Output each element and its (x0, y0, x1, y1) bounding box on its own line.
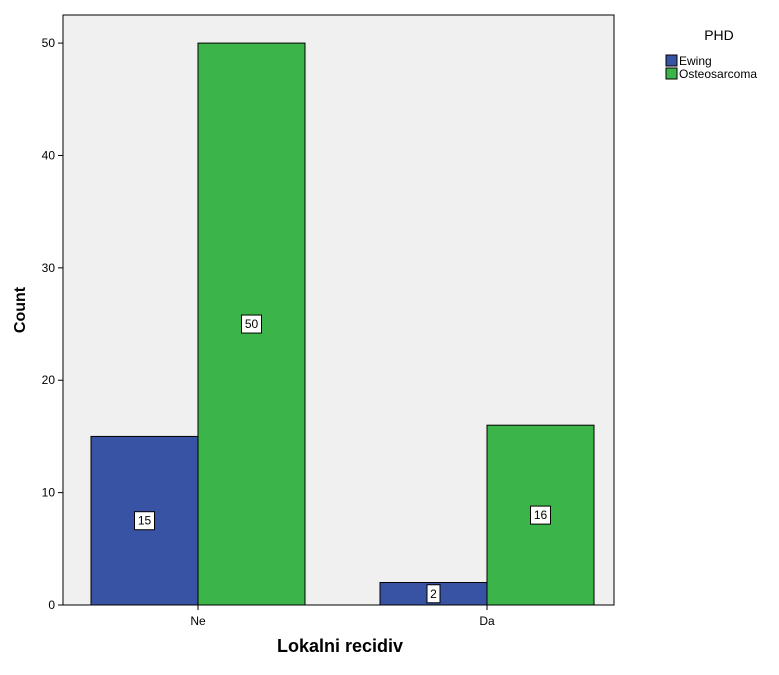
y-axis: 0 10 20 30 40 50 (42, 36, 63, 612)
data-label-ewing-ne: 15 (138, 514, 152, 528)
legend-swatch-osteosarcoma (665, 67, 678, 80)
data-labels-layer: 15 2 50 16 (134, 314, 551, 604)
x-axis-title: Lokalni recidiv (277, 636, 403, 656)
data-label-osteosarcoma-ne: 50 (245, 317, 259, 331)
y-tick-label: 50 (42, 36, 56, 50)
data-label-ewing-da: 2 (430, 587, 437, 601)
data-label-box (530, 505, 551, 525)
data-label-box (241, 314, 262, 334)
y-tick-label: 30 (42, 261, 56, 275)
legend-swatch-ewing (665, 54, 678, 67)
data-label-box (134, 511, 155, 531)
x-tick-label: Da (479, 614, 495, 628)
legend-label-ewing: Ewing (679, 54, 712, 68)
y-tick-label: 40 (42, 148, 56, 162)
y-tick-label: 10 (42, 486, 56, 500)
data-label-osteosarcoma-da: 16 (534, 508, 548, 522)
data-label-box (426, 584, 441, 604)
legend-label-osteosarcoma: Osteosarcoma (679, 67, 757, 81)
y-tick-label: 0 (48, 598, 55, 612)
legend-title: PHD (704, 27, 734, 43)
y-axis-title: Count (12, 286, 29, 333)
y-tick-label: 20 (42, 373, 56, 387)
x-axis: Ne Da (190, 605, 495, 628)
x-tick-label: Ne (190, 614, 206, 628)
